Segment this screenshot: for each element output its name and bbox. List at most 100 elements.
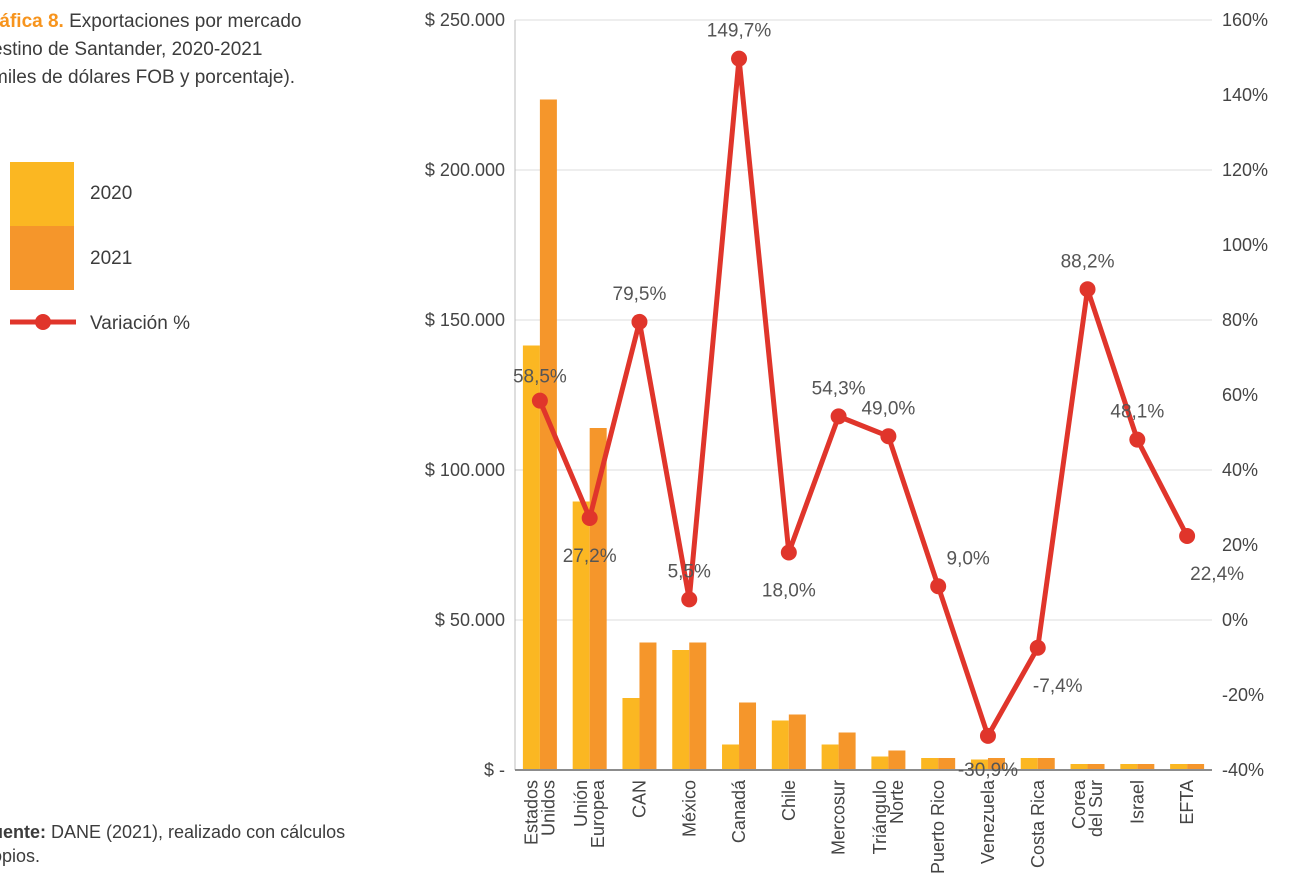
bar-2020 [622, 698, 640, 770]
source-label: uente: [0, 822, 46, 842]
x-category-label-line: Canadá [729, 779, 749, 843]
x-category-label-line: CAN [629, 780, 649, 818]
x-category-label-line: Triángulo [870, 780, 890, 854]
x-category-label: Mercosur [829, 780, 849, 855]
variation-series [531, 50, 1196, 744]
variation-data-label: 5,5% [668, 561, 711, 582]
x-category-label: UniónEuropea [571, 779, 608, 848]
bar-2021 [838, 732, 856, 770]
variation-point [780, 544, 797, 561]
variation-point [1129, 431, 1146, 448]
variation-data-label: -30,9% [958, 760, 1018, 781]
x-category-label-line: Venezuela [978, 779, 998, 864]
x-category-label-line: Puerto Rico [928, 780, 948, 874]
variation-point [1179, 528, 1196, 544]
y-right-tick-label: 60% [1222, 385, 1258, 405]
variation-data-label: 9,0% [947, 548, 990, 569]
x-category-label: Costa Rica [1028, 779, 1048, 868]
bar-2020 [722, 744, 740, 770]
x-category-label: Coreadel Sur [1069, 779, 1106, 837]
x-category-label: EFTA [1177, 780, 1197, 825]
bar-2021 [938, 758, 956, 770]
caption-line2: estino de Santander, 2020-2021 [0, 39, 263, 60]
x-category-label-line: EFTA [1177, 780, 1197, 825]
bar-series [522, 99, 1205, 770]
legend-swatch-2021 [10, 226, 74, 290]
variation-point [1079, 281, 1096, 298]
variation-data-label: 79,5% [613, 284, 667, 305]
variation-data-label: 48,1% [1110, 402, 1164, 423]
caption-line3: miles de dólares FOB y porcentaje). [0, 67, 296, 88]
source-line2: opios. [0, 846, 41, 866]
y-right-tick-label: 80% [1222, 310, 1258, 330]
variation-data-label: 49,0% [861, 398, 915, 419]
x-category-label-line: Costa Rica [1028, 779, 1048, 868]
y-left-tick-label: $ 50.000 [435, 610, 505, 630]
x-category-label-line: Mercosur [829, 780, 849, 855]
legend-swatch-2020 [10, 162, 74, 226]
bar-2020 [1020, 758, 1038, 770]
y-left-tick-label: $ 100.000 [425, 460, 505, 480]
variation-point [581, 510, 598, 526]
variation-data-label: 27,2% [563, 546, 617, 567]
variation-data-label: 149,7% [707, 21, 772, 42]
y-left-tick-label: $ 200.000 [425, 160, 505, 180]
source-text: DANE (2021), realizado con cálculos [46, 822, 346, 842]
x-category-label: TriánguloNorte [870, 780, 907, 854]
source-note: uente: DANE (2021), realizado con cálcul… [0, 820, 412, 868]
variation-line [537, 56, 1190, 739]
x-category-label: Puerto Rico [928, 780, 948, 874]
variation-data-label: 58,5% [513, 367, 567, 388]
x-category-label: Chile [779, 780, 799, 821]
bar-2020 [970, 759, 988, 770]
axes: $ - $ 50.000 $ 100.000 $ 150.000 $ 200.000 $ … [425, 10, 1268, 874]
y-right-tick-label: 160% [1222, 10, 1268, 30]
variation-point [731, 50, 748, 67]
bar-2021 [689, 642, 707, 770]
bar-2020 [1170, 764, 1188, 770]
legend-line-marker [10, 314, 76, 330]
grid-lines [515, 19, 1212, 621]
x-category-label: EstadosUnidos [521, 780, 558, 845]
bar-2021 [1187, 764, 1205, 770]
bar-2021 [788, 714, 806, 770]
variation-point [531, 392, 548, 409]
bar-2021 [1037, 758, 1055, 770]
x-category-label: México [679, 780, 699, 837]
x-category-label: Venezuela [978, 779, 998, 864]
bar-2020 [871, 756, 889, 770]
x-category-label-line: del Sur [1086, 780, 1106, 837]
variation-data-label: 22,4% [1190, 564, 1244, 585]
bar-2021 [1137, 764, 1155, 770]
y-right-tick-label: 100% [1222, 235, 1268, 255]
bar-2020 [1120, 764, 1138, 770]
caption-label: ráfica 8. [0, 11, 64, 32]
x-category-label-line: Corea [1069, 779, 1089, 829]
chart-caption: ráfica 8. Exportaciones por mercado esti… [0, 8, 392, 92]
data-labels: 58,5% 27,2% 79,5% 5,5% 149,7% 18,0% 54,3%49,0%… [513, 21, 1244, 781]
x-category-label-line: Europea [588, 779, 608, 848]
y-right-tick-label: 140% [1222, 85, 1268, 105]
x-category-label-line: Estados [521, 780, 541, 845]
bar-2021 [539, 99, 557, 770]
x-category-label-line: Unidos [538, 780, 558, 836]
bar-2020 [522, 345, 540, 770]
bar-2021 [987, 758, 1005, 770]
bar-2021 [739, 702, 757, 770]
variation-point [930, 578, 947, 595]
variation-point [681, 591, 698, 608]
bar-2021 [1087, 764, 1105, 770]
x-category-label-line: Norte [887, 780, 907, 824]
y-right-tick-label: -20% [1222, 685, 1264, 705]
caption-line1: Exportaciones por mercado [63, 11, 302, 32]
variation-point [631, 313, 648, 330]
x-category-label-line: México [679, 780, 699, 837]
y-right-tick-label: 40% [1222, 460, 1258, 480]
bar-2020 [572, 501, 590, 770]
y-left-tick-label: $ 150.000 [425, 310, 505, 330]
y-right-tick-label: 120% [1222, 160, 1268, 180]
bar-2020 [771, 720, 789, 770]
variation-data-label: 54,3% [812, 378, 866, 399]
bar-2020 [672, 650, 690, 770]
